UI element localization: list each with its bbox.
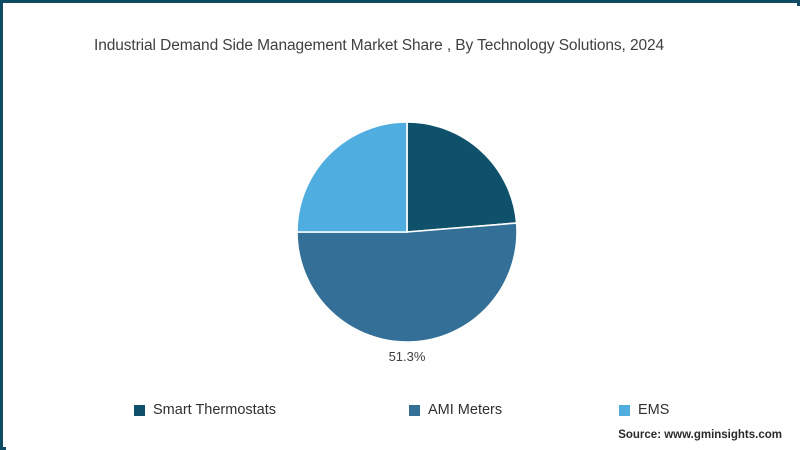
pie-slice[interactable] <box>406 121 518 233</box>
pie-slice[interactable] <box>296 121 408 233</box>
legend-swatch-icon <box>409 404 420 416</box>
legend-item-ami-meters[interactable]: AMI Meters <box>409 398 502 422</box>
source-attribution: Source: www.gminsights.com <box>618 429 782 441</box>
legend-item-label: EMS <box>638 402 670 418</box>
legend-item-ems[interactable]: EMS <box>619 398 669 422</box>
legend-swatch-icon <box>134 404 145 416</box>
legend-item-smart-thermostats[interactable]: Smart Thermostats <box>134 398 276 422</box>
legend-item-label: AMI Meters <box>428 402 503 418</box>
legend-swatch-icon <box>619 404 630 416</box>
chart-canvas: Industrial Demand Side Management Market… <box>6 6 800 450</box>
pie-data-label-ami-meters: 51.3% <box>388 349 426 364</box>
chart-legend: Smart Thermostats AMI Meters EMS <box>6 398 800 424</box>
pie-slice[interactable] <box>296 222 518 343</box>
pie-chart-svg <box>296 121 518 343</box>
legend-item-label: Smart Thermostats <box>153 402 277 418</box>
pie-slice-group <box>296 121 518 343</box>
pie-chart <box>294 119 520 345</box>
chart-title: Industrial Demand Side Management Market… <box>94 37 665 54</box>
